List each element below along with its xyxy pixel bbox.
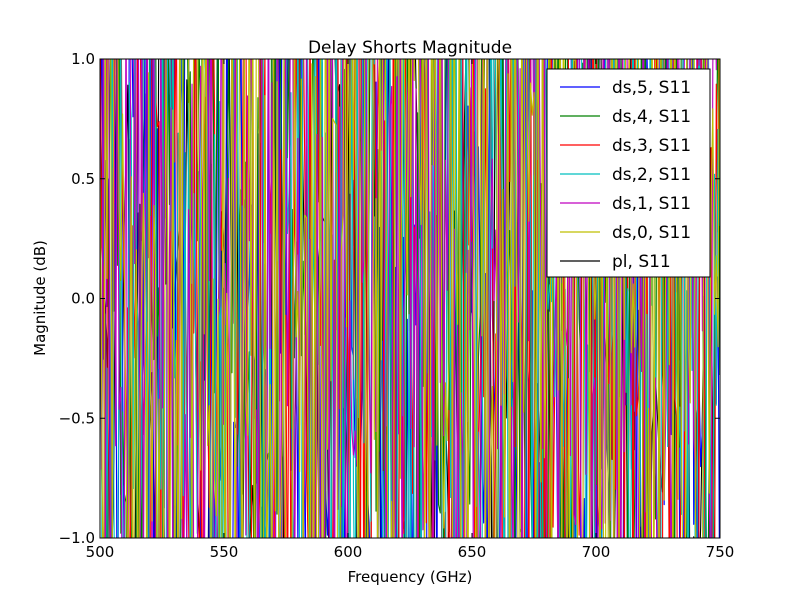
y-axis-label: Magnitude (dB) [31, 240, 49, 356]
x-tick-label: 600 [334, 543, 363, 561]
legend-label: pl, S11 [612, 252, 671, 272]
y-tick-label: −0.5 [59, 409, 95, 427]
legend: ds,5, S11 ds,4, S11 ds,3, S11 ds,2, S11 ds,1… [546, 68, 711, 278]
y-tick-label: 1.0 [71, 50, 95, 68]
legend-label: ds,5, S11 [612, 78, 691, 98]
y-tick-label: 0.5 [71, 170, 95, 188]
x-axis-label: Frequency (GHz) [348, 568, 473, 586]
legend-entries: ds,5, S11 ds,4, S11 ds,3, S11 ds,2, S11 ds,1… [560, 78, 691, 272]
x-tick-label: 750 [706, 543, 735, 561]
legend-label: ds,0, S11 [612, 223, 691, 243]
y-tick-label: −1.0 [59, 529, 95, 547]
legend-box [546, 68, 711, 278]
legend-label: ds,4, S11 [612, 107, 691, 127]
x-tick-label: 700 [582, 543, 611, 561]
legend-label: ds,3, S11 [612, 136, 691, 156]
legend-label: ds,1, S11 [612, 194, 691, 214]
y-tick-label: 0.0 [71, 290, 95, 308]
ticks-layer: 500 550 600 650 700 750 −1.0 −0.5 0.0 0.5 1.0 [59, 50, 735, 561]
chart-title: Delay Shorts Magnitude [308, 38, 512, 58]
x-tick-label: 650 [458, 543, 487, 561]
x-tick-label: 550 [210, 543, 239, 561]
x-tick-label: 500 [86, 543, 115, 561]
legend-label: ds,2, S11 [612, 165, 691, 185]
series-line [100, 59, 715, 538]
